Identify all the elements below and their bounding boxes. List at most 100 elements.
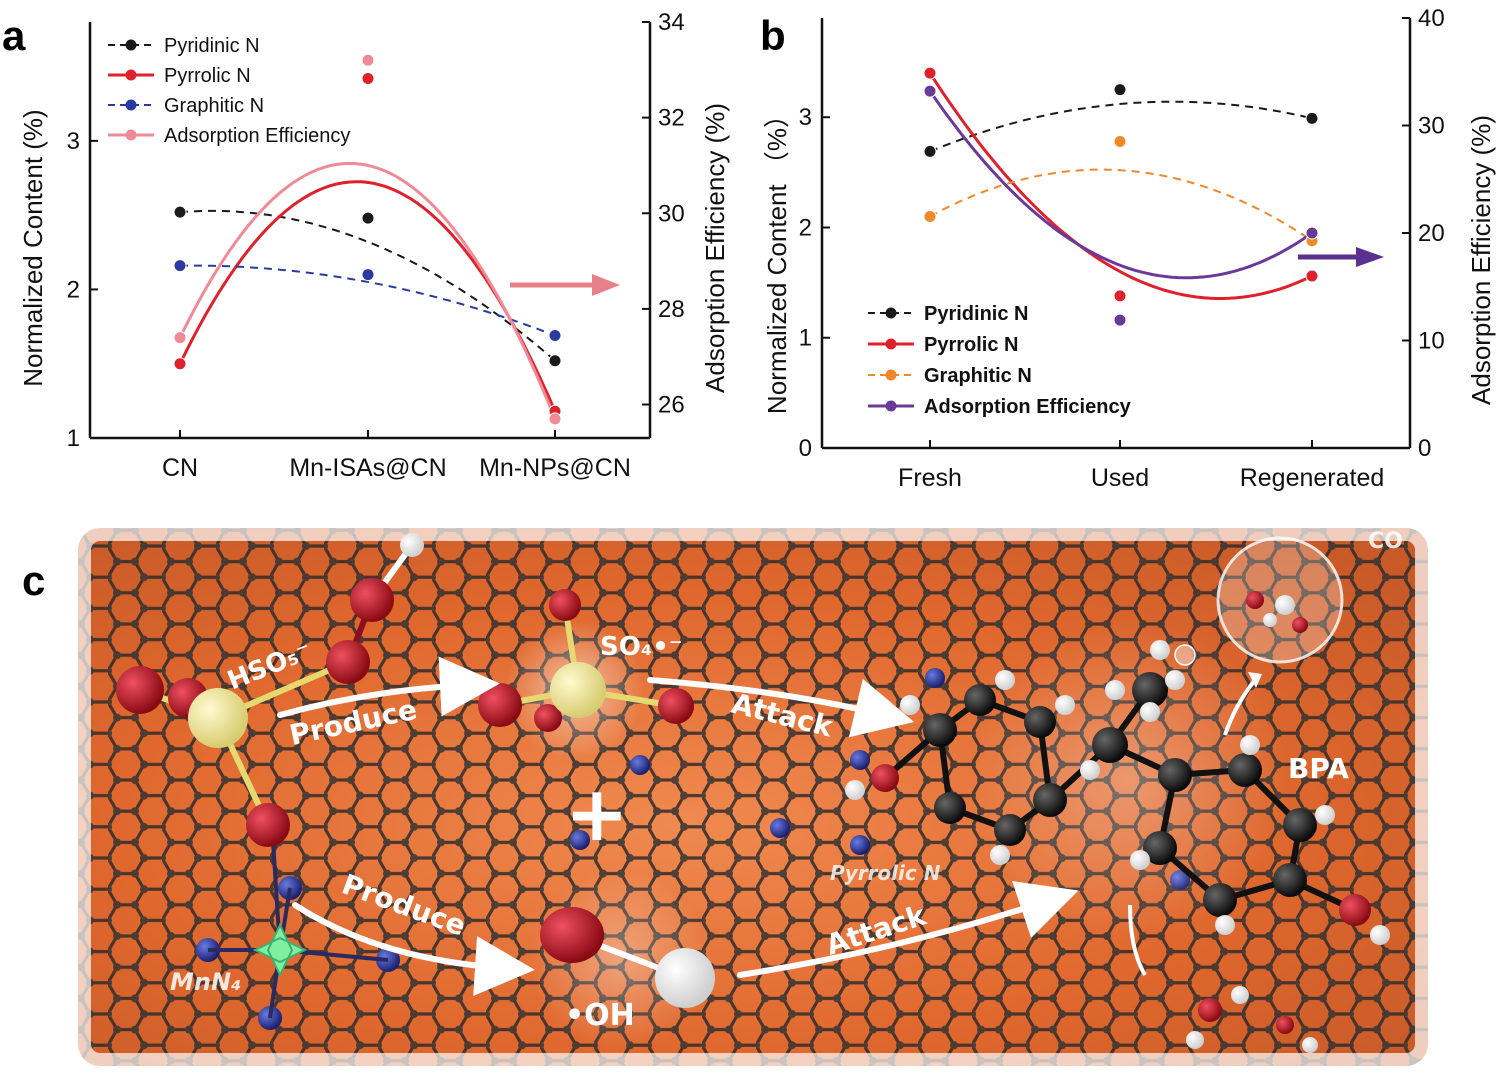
fit-line-pyrrolic-n xyxy=(928,72,1313,300)
plus-sign: + xyxy=(565,769,629,858)
fit-line-graphitic-n xyxy=(179,264,556,337)
mnn4-label: MnN₄ xyxy=(170,968,242,996)
legend-marker xyxy=(885,338,897,350)
panel-b-axes xyxy=(820,17,1412,450)
panel-a-category-labels: CN Mn-ISAs@CN Mn-NPs@CN xyxy=(162,454,631,482)
oh-radical xyxy=(530,870,715,1050)
y2-tick-label: 30 xyxy=(1418,113,1445,140)
data-point-pyrrolic-n xyxy=(173,357,187,371)
y2-tick-label: 32 xyxy=(658,105,685,132)
so4-radical xyxy=(478,589,694,760)
y2-tick-label: 30 xyxy=(658,200,685,227)
data-point-adsorption-efficiency xyxy=(548,412,562,426)
legend-label: Pyridinic N xyxy=(164,35,260,57)
data-point-adsorption-efficiency xyxy=(173,331,187,345)
y2-tick-label: 26 xyxy=(658,392,685,419)
bpa-label: BPA xyxy=(1288,752,1349,785)
legend-marker xyxy=(125,99,137,111)
data-point-graphitic-n xyxy=(173,259,187,273)
product-bubble xyxy=(1128,536,1344,1053)
category-label: CN xyxy=(162,454,198,482)
legend-label: Adsorption Efficiency xyxy=(164,125,350,147)
panel-a-letter: a xyxy=(2,12,26,59)
panel-a-tick-labels: 1 2 3 26 28 30 32 34 xyxy=(67,9,685,452)
so4-radical-label: SO₄•⁻ xyxy=(600,632,683,662)
panel-c-letter: c xyxy=(22,557,45,604)
y-tick-label: 0 xyxy=(799,435,812,462)
data-point-pyridinic-n xyxy=(361,211,375,225)
panel-b-legend: Pyridinic N Pyrrolic N Graphitic N Adsorpti… xyxy=(868,303,1132,418)
data-point-pyrrolic-n xyxy=(1113,289,1127,303)
scheme-arrows xyxy=(277,656,1079,997)
data-point-pyrrolic-n xyxy=(361,71,375,85)
category-label: Mn-ISAs@CN xyxy=(289,454,446,482)
y-tick-label: 2 xyxy=(799,214,812,241)
data-point-graphitic-n xyxy=(923,209,937,223)
oh-radical-label: •OH xyxy=(565,998,635,1033)
data-point-pyrrolic-n xyxy=(923,66,937,80)
y2-tick-label: 10 xyxy=(1418,328,1445,355)
legend-marker xyxy=(125,39,137,51)
panel-b-category-labels: Fresh Used Regenerated xyxy=(898,464,1384,492)
legend-marker xyxy=(125,129,137,141)
fit-line-pyridinic-n xyxy=(929,100,1313,153)
panel-a-right-axis-arrow xyxy=(510,274,620,296)
mechanism-scheme: HSO₅⁻ SO₄•⁻ Produce Attack Produce Attac… xyxy=(65,515,1441,1079)
y-tick-label: 2 xyxy=(67,276,80,303)
data-point-graphitic-n xyxy=(548,328,562,342)
panel-b-letter: b xyxy=(760,12,786,59)
data-point-graphitic-n xyxy=(361,268,375,282)
fit-line-pyridinic-n xyxy=(179,209,556,362)
y-tick-label: 1 xyxy=(799,325,812,352)
category-label: Used xyxy=(1091,464,1149,492)
chart-panel-a: 1 2 3 26 28 30 32 34 CN Mn-ISAs@CN Mn-NPs@CN Norm… xyxy=(18,9,730,482)
fit-line-adsorption-efficiency xyxy=(928,90,1313,280)
category-label: Fresh xyxy=(898,464,962,492)
co-label: CO xyxy=(1368,529,1403,554)
panel-b-y-axis-title: Normalized Content （%） xyxy=(762,102,792,414)
data-point-pyridinic-n xyxy=(173,205,187,219)
data-point-pyrrolic-n xyxy=(1305,269,1319,283)
data-point-adsorption-efficiency xyxy=(361,53,375,67)
y2-tick-label: 0 xyxy=(1418,435,1431,462)
panel-b-data-points xyxy=(923,66,1319,327)
panel-a-fit-lines xyxy=(178,161,557,420)
legend-marker xyxy=(125,69,137,81)
panel-b-right-axis-arrow xyxy=(1298,247,1384,267)
panel-a-axes xyxy=(88,21,652,440)
hso5-molecule xyxy=(116,533,424,847)
y2-tick-label: 34 xyxy=(658,9,685,36)
y2-tick-label: 20 xyxy=(1418,220,1445,247)
legend-marker xyxy=(885,400,897,412)
category-label: Regenerated xyxy=(1240,464,1385,492)
y-tick-label: 3 xyxy=(67,128,80,155)
legend-label: Adsorption Efficiency xyxy=(924,396,1132,418)
data-point-adsorption-efficiency xyxy=(923,84,937,98)
data-point-pyridinic-n xyxy=(923,144,937,158)
y-tick-label: 1 xyxy=(67,425,80,452)
category-label: Mn-NPs@CN xyxy=(479,454,631,482)
bpa-molecule xyxy=(845,620,1390,945)
y2-tick-label: 28 xyxy=(658,296,685,323)
legend-marker xyxy=(885,307,897,319)
panel-a-y-axis-title: Normalized Content (%) xyxy=(18,109,48,386)
data-point-adsorption-efficiency xyxy=(1305,226,1319,240)
legend-marker xyxy=(885,369,897,381)
fit-line-graphitic-n xyxy=(929,168,1313,242)
pyrrolic-n-label: Pyrrolic N xyxy=(830,861,941,885)
panel-a-y2-axis-title: Adsorption Efficiency (%) xyxy=(700,103,730,393)
legend-label: Graphitic N xyxy=(164,95,264,117)
panel-b-y2-axis-title: Adsorption Efficiency (%) xyxy=(1466,115,1496,405)
panel-b-fit-lines xyxy=(928,72,1313,300)
panel-a-data-points xyxy=(173,53,562,426)
panel-a-legend: Pyridinic N Pyrrolic N Graphitic N Adsorpti… xyxy=(108,35,350,147)
data-point-pyridinic-n xyxy=(1113,83,1127,97)
data-point-adsorption-efficiency xyxy=(1113,313,1127,327)
legend-label: Graphitic N xyxy=(924,365,1032,387)
fit-line-adsorption-efficiency xyxy=(178,161,557,420)
legend-label: Pyridinic N xyxy=(924,303,1028,325)
legend-label: Pyrrolic N xyxy=(924,334,1018,356)
